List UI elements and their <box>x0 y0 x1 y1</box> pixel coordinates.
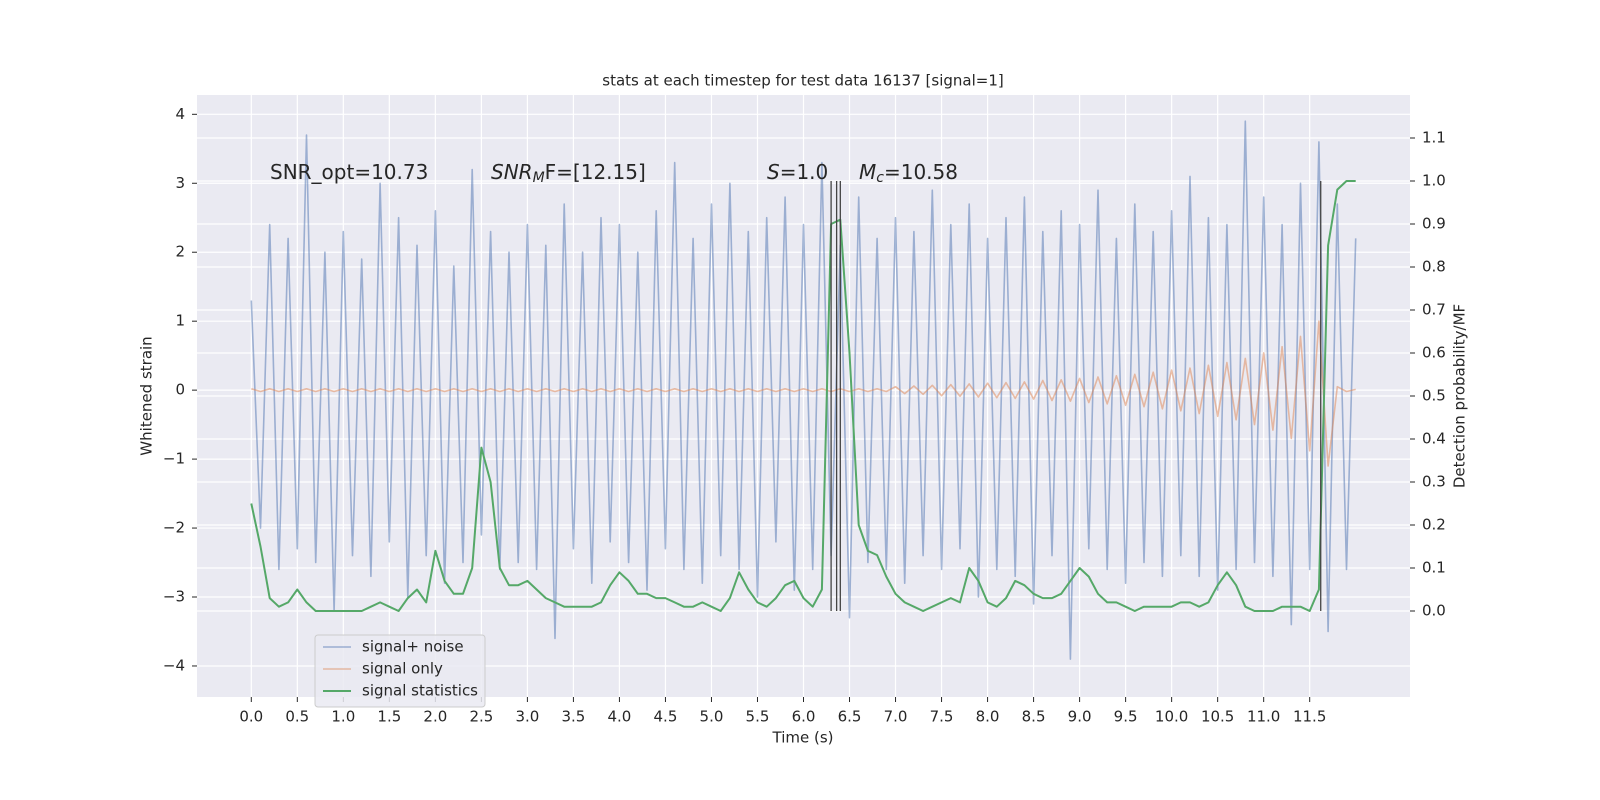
x-tick-label: 11.5 <box>1293 708 1326 726</box>
y-tick-label: −4 <box>163 656 185 674</box>
x-tick-label: 2.5 <box>469 708 493 726</box>
x-tick-label: 10.0 <box>1155 708 1188 726</box>
y2-tick-label: 0.6 <box>1422 344 1446 362</box>
series-line <box>250 120 1357 660</box>
x-tick-label: 1.5 <box>377 708 401 726</box>
annotation: Mc=10.58 <box>859 160 958 187</box>
y-tick-label: 4 <box>175 105 185 123</box>
legend-label: signal only <box>362 660 443 678</box>
y2-tick-label: 0.2 <box>1422 516 1446 534</box>
y-tick-label: 1 <box>175 312 185 330</box>
x-tick-label: 7.0 <box>884 708 908 726</box>
x-tick-label: 7.5 <box>930 708 954 726</box>
x-tick-label: 1.0 <box>331 708 355 726</box>
x-tick-label: 0.5 <box>285 708 309 726</box>
series-line <box>251 320 1356 467</box>
legend: signal+ noise signal only signal statistic… <box>314 634 486 708</box>
x-tick-label: 3.5 <box>561 708 585 726</box>
annotation-sub: c <box>876 170 884 186</box>
y-tick-label: −2 <box>163 519 185 537</box>
y2-tick-label: 0.5 <box>1422 387 1446 405</box>
x-tick-label: 5.5 <box>746 708 770 726</box>
y2-tick-label: 1.1 <box>1422 129 1446 147</box>
legend-label: signal+ noise <box>362 638 464 656</box>
x-tick-label: 4.5 <box>654 708 678 726</box>
y-tick-label: 2 <box>175 243 185 261</box>
y-axis-label: Whitened strain <box>138 336 156 455</box>
y2-tick-label: 1.0 <box>1422 172 1446 190</box>
x-tick-label: 3.0 <box>515 708 539 726</box>
annotation-rest: =1.0 <box>780 160 829 184</box>
x-tick-label: 0.0 <box>239 708 263 726</box>
x-tick-label: 6.0 <box>792 708 816 726</box>
annotation: SNR_opt=10.73 <box>270 160 428 184</box>
y2-tick-label: 0.1 <box>1422 559 1446 577</box>
annotation: S=1.0 <box>767 160 828 184</box>
x-tick-label: 2.0 <box>423 708 447 726</box>
x-tick-label: 5.0 <box>700 708 724 726</box>
annotation-main: SNR <box>491 160 533 184</box>
annotation-sub: M <box>533 170 545 186</box>
y2-tick-label: 0.8 <box>1422 258 1446 276</box>
y2-tick-label: 0.4 <box>1422 430 1446 448</box>
x-tick-label: 9.0 <box>1068 708 1092 726</box>
y2-axis-label: Detection probability/MF <box>1451 304 1469 488</box>
annotation-main: M <box>859 160 876 184</box>
annotation-rest: =10.58 <box>884 160 958 184</box>
y2-tick-label: 0.0 <box>1422 602 1446 620</box>
annotation-main: S <box>767 160 780 184</box>
series-line <box>250 180 1356 612</box>
y2-tick-label: 0.9 <box>1422 215 1446 233</box>
annotation-rest: F=[12.15] <box>545 160 646 184</box>
annotation: SNRMF=[12.15] <box>491 160 646 187</box>
y2-tick-label: 0.3 <box>1422 473 1446 491</box>
y-tick-label: 3 <box>175 174 185 192</box>
x-tick-label: 8.0 <box>976 708 1000 726</box>
chart-title: stats at each timestep for test data 161… <box>602 72 1003 90</box>
y-tick-label: 0 <box>175 381 185 399</box>
y-tick-label: −1 <box>163 450 185 468</box>
y-tick-label: −3 <box>163 588 185 606</box>
x-tick-label: 8.5 <box>1022 708 1046 726</box>
x-tick-label: 6.5 <box>838 708 862 726</box>
x-tick-label: 4.0 <box>608 708 632 726</box>
x-tick-label: 11.0 <box>1247 708 1280 726</box>
x-tick-label: 9.5 <box>1114 708 1138 726</box>
legend-box <box>314 634 486 708</box>
annotation-main: SNR_opt=10.73 <box>270 160 428 184</box>
x-axis-label: Time (s) <box>772 729 834 747</box>
x-tick-label: 10.5 <box>1201 708 1234 726</box>
legend-label: signal statistics <box>362 682 478 700</box>
y2-tick-label: 0.7 <box>1422 301 1446 319</box>
